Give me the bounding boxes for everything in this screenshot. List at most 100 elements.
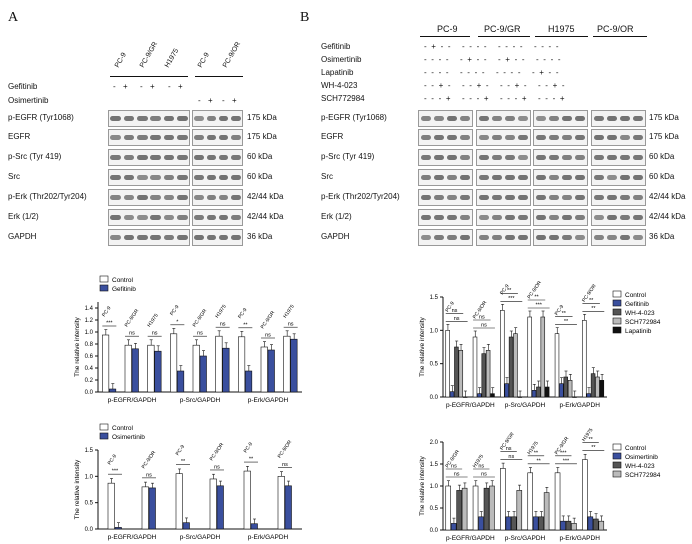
blot-band xyxy=(137,155,148,160)
blot-band xyxy=(460,175,471,180)
bar xyxy=(472,485,479,531)
bar xyxy=(260,346,268,393)
blot-band xyxy=(491,235,502,240)
blot-band xyxy=(505,195,516,200)
blot-band xyxy=(447,116,458,121)
blot-band xyxy=(460,235,471,240)
blot-band xyxy=(206,135,217,140)
b-row-kda: 36 kDa xyxy=(649,232,675,241)
bar xyxy=(177,370,185,393)
blot-band xyxy=(110,135,121,140)
a-cellline-3: PC-9 xyxy=(196,51,211,69)
blot-band xyxy=(491,116,502,121)
bar xyxy=(141,486,149,530)
blot-band xyxy=(433,135,444,140)
b-treat-signs: - - - + - - - + - - - + - - - + xyxy=(424,94,566,103)
blot-band xyxy=(231,155,241,160)
b-blot xyxy=(591,169,646,186)
blot-band xyxy=(420,195,431,200)
blot-band xyxy=(518,235,529,240)
b-row-label: Erk (1/2) xyxy=(321,212,352,221)
blot-band xyxy=(633,116,644,121)
bar xyxy=(472,336,478,398)
y-tick-label: 0.0 xyxy=(430,395,439,401)
b-row-label: p-EGFR (Tyr1068) xyxy=(321,113,387,122)
blot-band xyxy=(460,215,471,220)
cell-line-label: PC-9/GR xyxy=(260,310,277,330)
bar xyxy=(170,333,178,393)
a-blot-right xyxy=(192,110,243,127)
blot-band xyxy=(194,175,204,180)
b-blot xyxy=(476,169,531,186)
blot-band xyxy=(177,215,188,220)
b-blot xyxy=(418,189,473,206)
blot-band xyxy=(620,235,631,240)
blot-band xyxy=(562,155,573,160)
a-row-kda: 42/44 kDa xyxy=(247,192,284,201)
blot-band xyxy=(518,155,529,160)
blot-band xyxy=(518,215,529,220)
blot-band xyxy=(548,135,559,140)
sig-label: ** xyxy=(537,458,542,464)
a-blot-right xyxy=(192,189,243,206)
b-blot xyxy=(476,149,531,166)
a-blot-left xyxy=(108,149,190,166)
a-treat-osimertinib: Osimertinib xyxy=(8,96,49,105)
b-treat-label: Gefitinib xyxy=(321,42,351,51)
blot-band xyxy=(593,135,604,140)
cell-line-label: PC-9 xyxy=(554,304,566,317)
sig-label: ns xyxy=(481,472,487,478)
blot-band xyxy=(505,155,516,160)
bar xyxy=(131,348,139,393)
blot-band xyxy=(620,155,631,160)
y-tick-label: 0.0 xyxy=(85,390,94,396)
blot-band xyxy=(478,235,489,240)
blot-band xyxy=(562,135,573,140)
a-cellline-2: H1975 xyxy=(163,47,181,69)
legend-label: Control xyxy=(625,445,647,452)
blot-band xyxy=(218,135,229,140)
sig-label: ns xyxy=(197,331,203,337)
blot-band xyxy=(575,135,586,140)
blot-band xyxy=(177,116,188,121)
blot-band xyxy=(535,215,546,220)
bar xyxy=(485,350,491,398)
bar xyxy=(445,330,450,398)
b-blot xyxy=(476,110,531,127)
blot-band xyxy=(593,155,604,160)
bar xyxy=(582,320,587,398)
bar xyxy=(478,516,484,531)
bar xyxy=(554,472,561,531)
y-tick-label: 0.0 xyxy=(85,527,94,533)
x-group-label: p-Src/GAPDH xyxy=(180,397,221,404)
b-blot xyxy=(418,209,473,226)
a-cellline-4: PC-9/OR xyxy=(221,40,243,69)
bar xyxy=(216,485,224,530)
cell-line-label: PC-9/OR xyxy=(209,442,226,462)
blot-band xyxy=(491,195,502,200)
blot-band xyxy=(433,155,444,160)
b-blot xyxy=(476,129,531,146)
blot-band xyxy=(478,116,489,121)
blot-band xyxy=(575,175,586,180)
blot-band xyxy=(548,155,559,160)
bar xyxy=(571,523,577,531)
sig-label: ns xyxy=(479,315,485,321)
blot-band xyxy=(110,175,121,180)
blot-band xyxy=(447,215,458,220)
bar xyxy=(489,485,495,531)
bar xyxy=(154,350,162,393)
a-blot-right xyxy=(192,209,243,226)
legend-swatch xyxy=(612,317,622,325)
bar xyxy=(199,355,207,393)
b-blot xyxy=(476,209,531,226)
b-row-label: GAPDH xyxy=(321,232,350,241)
sig-label: ns xyxy=(506,446,512,452)
b-row-kda: 42/44 kDa xyxy=(649,212,686,221)
bar xyxy=(107,482,115,530)
blot-band xyxy=(194,195,204,200)
b-row-kda: 175 kDa xyxy=(649,132,679,141)
bar xyxy=(267,349,275,393)
blot-band xyxy=(535,175,546,180)
blot-band xyxy=(633,135,644,140)
